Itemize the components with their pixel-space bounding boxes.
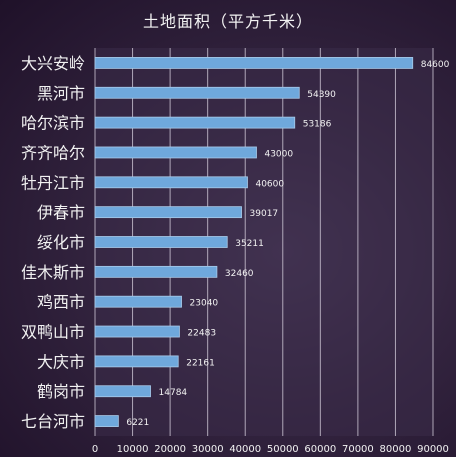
bar [94, 415, 119, 427]
value-label: 35211 [235, 239, 264, 249]
value-label: 22161 [186, 358, 215, 368]
bar [94, 206, 242, 219]
x-tick-label: 40000 [229, 444, 261, 455]
category-label: 鸡西市 [37, 293, 85, 312]
bar [94, 355, 179, 368]
value-label: 84600 [421, 60, 450, 70]
bar [94, 146, 257, 159]
value-label: 14784 [159, 388, 188, 398]
x-tick-label: 30000 [192, 444, 224, 455]
bar [94, 295, 182, 308]
value-label: 22483 [187, 329, 216, 339]
x-tick-label: 90000 [417, 444, 449, 455]
category-label: 牡丹江市 [21, 173, 85, 192]
value-label: 32460 [225, 269, 254, 279]
bar [94, 265, 218, 278]
category-label: 双鸭山市 [21, 323, 85, 342]
bar [94, 236, 228, 248]
x-tick-label: 50000 [267, 444, 299, 455]
x-tick-label: 0 [92, 444, 98, 455]
bar [94, 325, 180, 338]
chart-title: 土地面积（平方千米） [142, 12, 313, 31]
category-label: 哈尔滨市 [21, 114, 85, 133]
category-label: 绥化市 [37, 233, 85, 252]
value-label: 43000 [264, 149, 293, 159]
bar [94, 116, 296, 129]
x-tick-label: 10000 [117, 444, 149, 455]
value-label: 53186 [303, 120, 332, 130]
value-label: 6221 [126, 418, 149, 428]
category-label: 齐齐哈尔 [21, 143, 85, 162]
x-tick-label: 60000 [304, 444, 336, 455]
x-tick-label: 20000 [154, 444, 186, 455]
value-label: 54390 [307, 90, 336, 100]
category-label: 佳木斯市 [21, 263, 85, 282]
x-tick-label: 80000 [380, 444, 412, 455]
bar [94, 385, 151, 398]
x-tick-label: 70000 [342, 444, 374, 455]
bar [94, 176, 248, 189]
value-label: 39017 [250, 209, 279, 219]
category-label: 鹤岗市 [37, 382, 85, 401]
bar [94, 86, 300, 99]
value-label: 23040 [190, 299, 219, 309]
category-label: 七台河市 [21, 412, 85, 431]
category-label: 大兴安岭 [21, 54, 85, 73]
category-label: 伊春市 [37, 203, 85, 222]
value-label: 40600 [255, 179, 284, 189]
category-label: 黑河市 [37, 84, 85, 103]
category-label: 大庆市 [37, 352, 85, 371]
bar [94, 57, 414, 69]
